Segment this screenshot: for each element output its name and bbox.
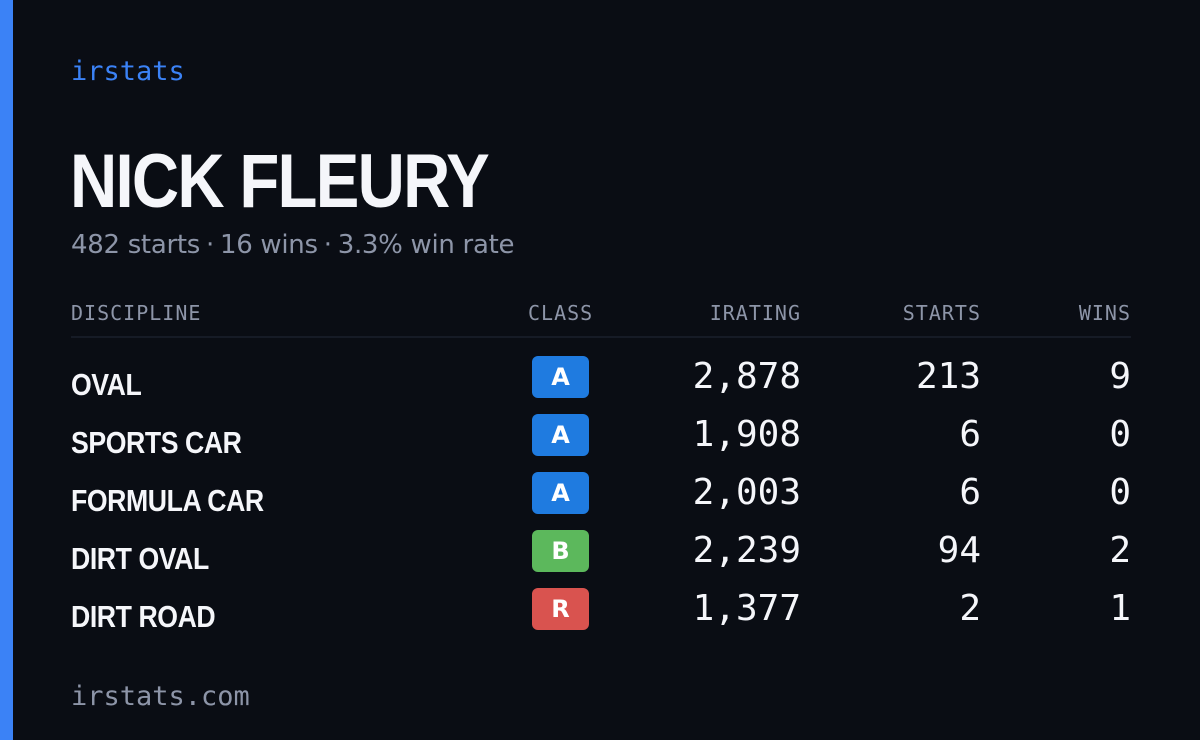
- column-header-class: CLASS: [528, 301, 594, 325]
- wins-value: 2: [1109, 530, 1131, 571]
- class-badge: B: [532, 530, 589, 572]
- accent-bar: [0, 0, 13, 740]
- column-header-irating: IRATING: [709, 301, 801, 325]
- discipline-name: DIRT OVAL: [71, 541, 209, 576]
- column-header-starts: STARTS: [902, 301, 981, 325]
- table-row: FORMULA CAR A 2,003 6 0: [71, 470, 1131, 528]
- class-badge: A: [532, 356, 589, 398]
- class-badge: A: [532, 414, 589, 456]
- table-header: DISCIPLINE CLASS IRATING STARTS WINS: [71, 296, 1131, 338]
- driver-name: NICK FLEURY: [70, 139, 490, 224]
- separator: ·: [206, 230, 214, 260]
- wins-value: 9: [1109, 356, 1131, 397]
- table-row: DIRT ROAD R 1,377 2 1: [71, 586, 1131, 644]
- starts-value: 6: [959, 414, 981, 455]
- discipline-name: FORMULA CAR: [71, 483, 264, 518]
- class-badge: R: [532, 588, 589, 630]
- stats-table: DISCIPLINE CLASS IRATING STARTS WINS OVA…: [71, 296, 1131, 644]
- wins-value: 1: [1109, 588, 1131, 629]
- wins-value: 0: [1109, 472, 1131, 513]
- footer-domain: irstats.com: [71, 681, 250, 712]
- column-header-discipline: DISCIPLINE: [71, 301, 202, 325]
- wins-value: 0: [1109, 414, 1131, 455]
- brand-logo-text: irstats: [71, 56, 185, 87]
- separator: ·: [323, 230, 332, 260]
- discipline-name: DIRT ROAD: [71, 599, 216, 634]
- table-row: OVAL A 2,878 213 9: [71, 354, 1131, 412]
- table-row: SPORTS CAR A 1,908 6 0: [71, 412, 1131, 470]
- wins-summary: 16 wins: [219, 230, 318, 260]
- irating-value: 1,908: [692, 414, 801, 455]
- table-body: OVAL A 2,878 213 9 SPORTS CAR A 1,908 6 …: [71, 354, 1131, 644]
- starts-value: 213: [915, 356, 981, 397]
- starts-summary: 482 starts: [71, 230, 200, 260]
- starts-value: 2: [959, 588, 981, 629]
- column-header-wins: WINS: [1078, 301, 1131, 325]
- irating-value: 2,878: [692, 356, 801, 397]
- starts-value: 6: [959, 472, 981, 513]
- irating-value: 2,003: [692, 472, 801, 513]
- irating-value: 1,377: [692, 588, 801, 629]
- discipline-name: OVAL: [71, 367, 142, 402]
- class-badge: A: [532, 472, 589, 514]
- irating-value: 2,239: [692, 530, 801, 571]
- starts-value: 94: [937, 530, 981, 571]
- discipline-name: SPORTS CAR: [71, 425, 242, 460]
- driver-summary: 482 starts · 16 wins · 3.3% win rate: [71, 228, 514, 262]
- win-rate-summary: 3.3% win rate: [337, 230, 515, 260]
- table-row: DIRT OVAL B 2,239 94 2: [71, 528, 1131, 586]
